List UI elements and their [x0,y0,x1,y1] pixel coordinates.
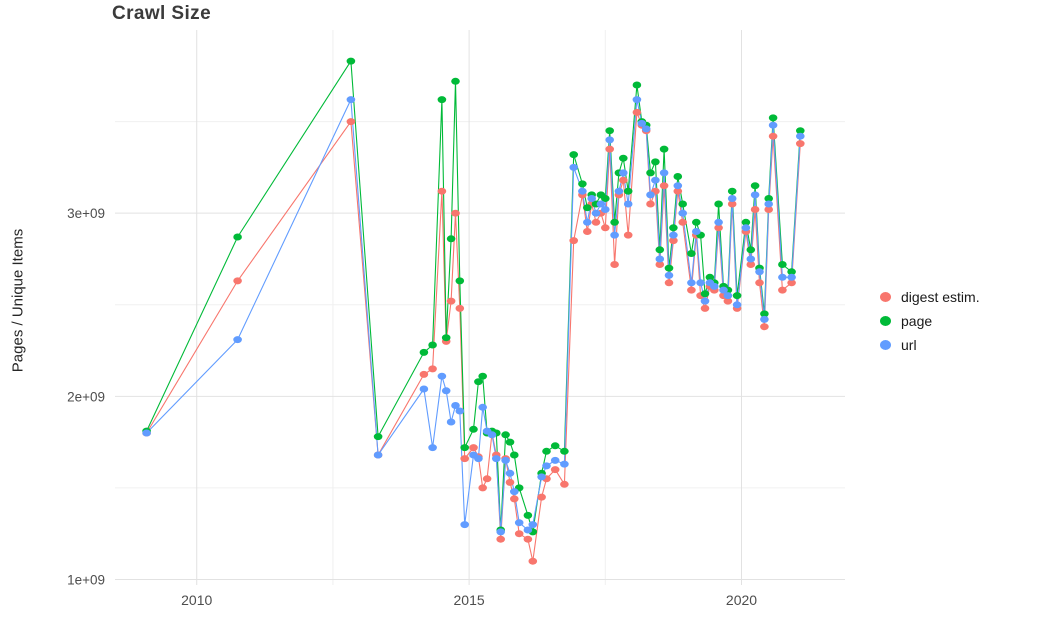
y-tick-label: 3e+09 [67,206,105,221]
legend-item-page: page [880,313,980,329]
legend-dot-url-icon [880,340,891,350]
series-points-url [142,96,805,536]
series-line-digest-estim- [146,111,801,562]
y-tick-label: 2e+09 [67,389,105,404]
x-tick-label: 2015 [454,592,485,608]
legend-dot-page-icon [880,316,891,326]
series-points-page [142,57,805,536]
legend-label-digest-estim: digest estim. [901,289,980,305]
legend: digest estim. page url [880,289,980,353]
y-tick-label: 1e+09 [67,573,105,588]
x-tick-label: 2010 [181,592,212,608]
chart-title: Crawl Size [112,3,212,24]
legend-label-page: page [901,313,933,329]
legend-label-url: url [901,337,917,353]
legend-item-digest-estim: digest estim. [880,289,980,305]
legend-item-url: url [880,337,980,353]
series-points-digest-estim- [142,108,805,565]
x-tick-label: 2020 [726,592,757,608]
legend-dot-digest-estim-icon [880,292,891,302]
series-line-url [146,99,801,533]
axis-tick-labels: 1e+09 2e+09 3e+09 2010 2015 2020 [67,206,757,608]
